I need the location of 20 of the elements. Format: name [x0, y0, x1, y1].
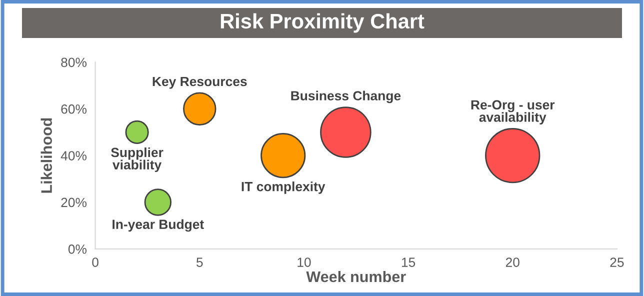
y-tick-label: 60%	[61, 104, 87, 114]
x-axis-title: Week number	[306, 270, 406, 282]
x-tick-label: 15	[402, 258, 416, 267]
y-tick-label: 40%	[60, 151, 87, 160]
y-tick-label: 0%	[68, 244, 87, 254]
series-label: Business Change	[291, 90, 401, 104]
series-label: In-year Budget	[112, 219, 204, 232]
series-label: IT complexity	[242, 182, 326, 194]
x-tick-label: 25	[610, 258, 624, 267]
x-tick-label: 0	[92, 258, 98, 267]
x-tick-label: 20	[506, 258, 520, 267]
y-tick-label: 20%	[61, 198, 87, 208]
series-label: Re-Org - user availability	[471, 100, 555, 124]
series-label: Key Resources	[152, 76, 247, 89]
x-tick-label: 10	[298, 258, 311, 267]
y-axis-title: Likelihood	[40, 118, 52, 193]
chart-title: Risk Proximity Chart	[220, 13, 424, 33]
x-tick-label: 5	[196, 258, 203, 267]
series-label: Supplier viability	[111, 147, 164, 172]
y-tick-label: 80%	[61, 58, 87, 68]
